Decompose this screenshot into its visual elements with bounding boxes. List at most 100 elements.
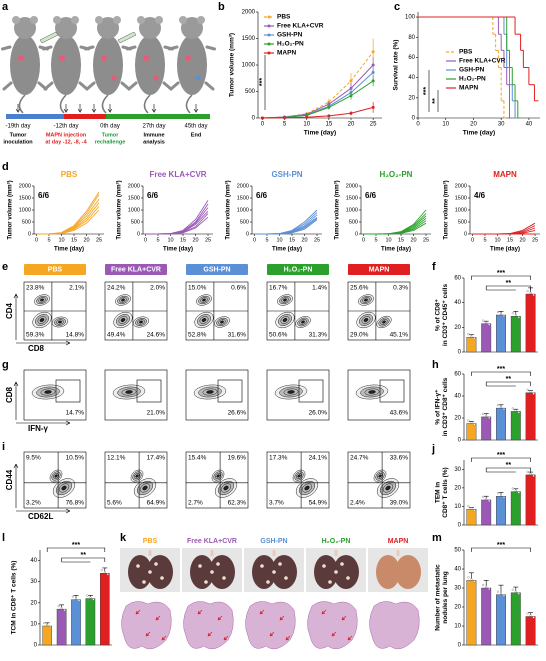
contour <box>301 320 305 324</box>
nodule <box>340 562 344 566</box>
mouse-ear <box>12 16 20 24</box>
y-tick-label: 0 <box>458 438 462 444</box>
legend-label: MAPN <box>277 50 296 57</box>
mouse-body <box>93 35 123 95</box>
y-tick-label: 60 <box>454 372 461 378</box>
x-tick-label: 20 <box>83 237 89 243</box>
group-header-label: GSH-PN <box>203 266 230 273</box>
y-tick-label: 40 <box>454 300 461 306</box>
dot <box>529 291 532 295</box>
y-tick-label: 20 <box>454 416 461 422</box>
quadrant-percent: 14.8% <box>66 332 85 339</box>
nodule <box>160 576 164 580</box>
timeline-arrow <box>77 104 83 113</box>
quadrant-percent: 15.4% <box>188 455 207 462</box>
dot <box>92 598 95 601</box>
mouse-ear <box>53 16 61 24</box>
dot <box>499 494 503 497</box>
event-text: Immune <box>143 132 164 138</box>
mouse-ear <box>30 16 38 24</box>
bar <box>525 616 536 646</box>
y-tick-label: 60 <box>408 55 415 61</box>
x-tick-label: 20 <box>519 237 525 243</box>
nodule <box>284 576 288 580</box>
dot <box>532 474 535 477</box>
bar <box>481 587 492 646</box>
dot <box>485 414 488 417</box>
y-tick-label: 1000 <box>455 207 467 213</box>
mouse-ear <box>179 16 187 24</box>
sig-bracket <box>485 467 531 472</box>
mouse-leg <box>120 81 131 91</box>
histology <box>183 601 234 650</box>
quadrant-percent: 50.6% <box>269 332 288 339</box>
dot <box>482 412 485 415</box>
contour <box>40 298 44 302</box>
flow-frame <box>347 369 411 421</box>
nodule <box>210 570 214 574</box>
quadrant-percent: 64.9% <box>147 500 166 507</box>
quadrant-percent: 17.3% <box>269 455 288 462</box>
quadrant-percent: 24.1% <box>309 455 328 462</box>
y-tick-label: 2000 <box>346 183 358 189</box>
dot <box>511 487 514 490</box>
marker <box>260 116 264 120</box>
dot <box>57 605 60 608</box>
nodule <box>216 562 220 566</box>
tumor <box>143 55 149 61</box>
gate <box>55 379 81 403</box>
mouse <box>42 16 90 114</box>
mouse-body <box>135 35 165 95</box>
mouse <box>1 16 49 114</box>
legend-marker <box>267 24 271 28</box>
x-tick-label: 15 <box>180 237 186 243</box>
quadrant-percent: 39.0% <box>390 500 409 507</box>
x-tick-label: 10 <box>276 237 282 243</box>
x-tick-label: 0 <box>253 237 256 243</box>
dot <box>473 423 476 426</box>
group-header-label: Free KLA+CVR <box>187 538 237 545</box>
y-tick-label: 0 <box>34 643 38 649</box>
significance: ** <box>432 98 439 104</box>
dot <box>517 592 520 595</box>
nodule-arrow <box>269 631 275 637</box>
lung-lobe <box>395 555 421 589</box>
legend-label: H₂O₂-PN <box>459 76 486 83</box>
dot <box>488 499 491 502</box>
bar <box>510 316 521 353</box>
x-tick-label: 10 <box>58 237 64 243</box>
quadrant-percent: 59.3% <box>26 332 45 339</box>
sig-bracket <box>485 285 531 290</box>
timeline-seg <box>64 114 106 119</box>
dot <box>532 616 535 619</box>
dot <box>488 587 491 591</box>
contour <box>39 318 45 322</box>
contour <box>363 318 369 322</box>
quadrant-percent: 17.4% <box>147 455 166 462</box>
event-text: End <box>191 132 201 138</box>
quadrant-percent: 19.6% <box>228 455 247 462</box>
group-header-label: MAPN <box>369 266 390 273</box>
quadrant-percent: 33.6% <box>390 455 409 462</box>
mouse-head <box>181 17 203 39</box>
significance: ** <box>80 552 86 559</box>
mouse-line <box>36 209 100 235</box>
x-tick-label: 20 <box>348 122 355 128</box>
mouse-leg <box>85 81 96 91</box>
gate <box>379 379 405 403</box>
contour <box>125 390 133 394</box>
quadrant-percent: 3.7% <box>269 500 284 507</box>
quadrant-percent: 54.9% <box>309 500 328 507</box>
x-axis-label: Time (day) <box>304 130 336 137</box>
event-day: -19th day <box>5 124 30 130</box>
mouse-head <box>97 17 119 39</box>
x-tick-label: 0 <box>261 122 265 128</box>
marker <box>371 70 375 74</box>
marker <box>327 114 331 118</box>
y-tick-label: 0 <box>458 350 462 356</box>
x-tick-label: 20 <box>470 122 477 128</box>
quadrant-percent: 24.6% <box>147 332 166 339</box>
contour <box>202 298 206 302</box>
bar <box>42 625 53 646</box>
dot <box>106 573 109 576</box>
